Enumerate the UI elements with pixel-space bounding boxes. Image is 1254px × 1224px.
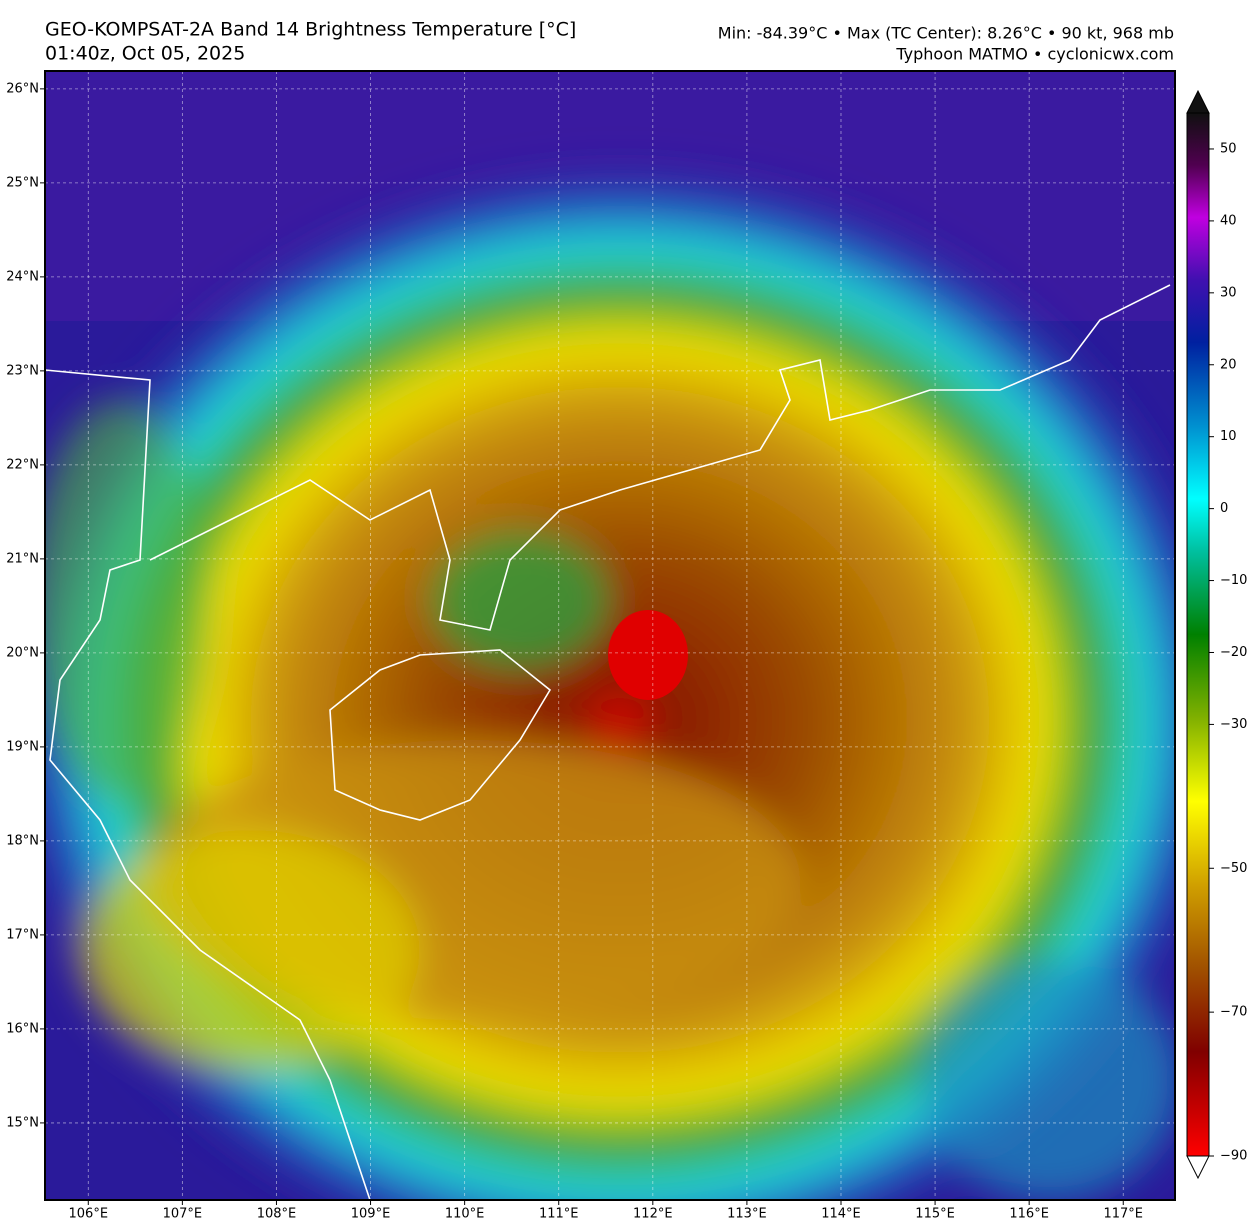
colorbar-tick-label: 40 [1220, 213, 1237, 228]
rainband [80, 830, 420, 1070]
x-tick-label: 113°E [727, 1207, 767, 1222]
x-tick-label: 108°E [257, 1207, 297, 1222]
colorbar-tick-label: −90 [1220, 1149, 1247, 1164]
map-frame [44, 70, 1176, 1201]
cloud [45, 400, 210, 800]
colorbar-tick-label: −70 [1220, 1005, 1247, 1020]
colorbar-max-arrow [1186, 89, 1210, 114]
x-tick-label: 110°E [445, 1207, 485, 1222]
y-tick-label: 17°N [6, 927, 39, 942]
x-tick-label: 114°E [821, 1207, 861, 1222]
time: 01:40z, Oct 05, 2025 [45, 43, 245, 65]
moat [430, 530, 610, 670]
colorbar-tick-label: 0 [1220, 501, 1228, 516]
x-tick-label: 116°E [1009, 1207, 1049, 1222]
y-tick-label: 21°N [6, 551, 39, 566]
coastline [45, 369, 371, 1200]
x-tick-label: 109°E [351, 1207, 391, 1222]
colorbar-tick-label: −50 [1220, 861, 1247, 876]
colorbar-tick-label: 20 [1220, 357, 1237, 372]
title: GEO-KOMPSAT-2A Band 14 Brightness Temper… [45, 19, 576, 41]
colorbar [1186, 89, 1210, 1180]
graticule [45, 71, 1175, 1200]
colorbar-tick-label: 10 [1220, 429, 1237, 444]
y-tick-label: 19°N [6, 739, 39, 754]
stats: Min: -84.39°C • Max (TC Center): 8.26°C … [718, 24, 1174, 43]
y-tick-label: 23°N [6, 363, 39, 378]
colorbar-tick-label: −30 [1220, 717, 1247, 732]
colorbar-tick-label: −20 [1220, 645, 1247, 660]
colorbar-min-arrow [1186, 1155, 1210, 1180]
y-tick-label: 18°N [6, 833, 39, 848]
storm-structure [45, 160, 1175, 1200]
x-tick-label: 115°E [915, 1207, 955, 1222]
colorbar-tick-label: −10 [1220, 573, 1247, 588]
y-tick-label: 24°N [6, 269, 39, 284]
cloud [920, 960, 1175, 1200]
satellite-imagery [45, 71, 1175, 1200]
colorbar-scale [1186, 112, 1210, 1157]
hainan-coastline [329, 649, 552, 821]
x-tick-label: 106°E [69, 1207, 109, 1222]
y-tick-label: 15°N [6, 1115, 39, 1130]
x-tick-label: 107°E [163, 1207, 203, 1222]
eye-region [608, 610, 688, 700]
x-tick-label: 112°E [633, 1207, 673, 1222]
y-tick-label: 22°N [6, 457, 39, 472]
source: Typhoon MATMO • cyclonicwx.com [895, 45, 1174, 64]
y-tick-label: 16°N [6, 1021, 39, 1036]
colorbar-tick-label: 50 [1220, 141, 1237, 156]
colorbar-tick-label: 30 [1220, 285, 1237, 300]
x-tick-label: 117°E [1103, 1207, 1143, 1222]
y-tick-label: 26°N [6, 81, 39, 96]
coastline [149, 284, 1171, 631]
y-tick-label: 25°N [6, 175, 39, 190]
y-tick-label: 20°N [6, 645, 39, 660]
x-tick-label: 111°E [539, 1207, 579, 1222]
